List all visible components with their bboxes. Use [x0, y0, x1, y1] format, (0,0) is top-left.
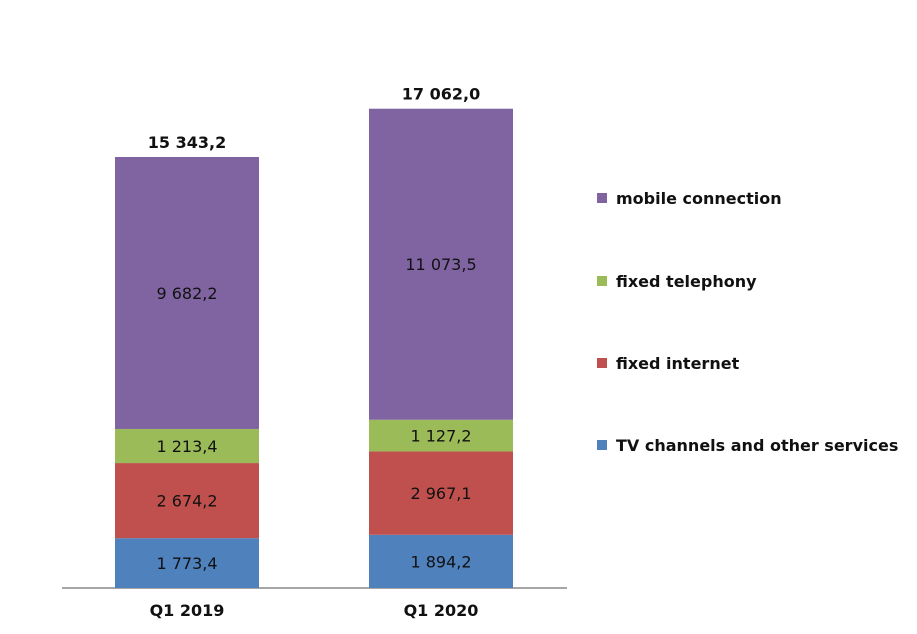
data-label: 11 073,5: [405, 255, 476, 274]
x-tick-label: Q1 2019: [150, 601, 225, 620]
legend-label: TV channels and other services: [616, 436, 898, 455]
total-label: 15 343,2: [148, 133, 226, 152]
legend-swatch: [597, 358, 607, 368]
data-label: 2 674,2: [156, 492, 217, 511]
data-label: 1 773,4: [156, 554, 217, 573]
bar-segment: [369, 534, 513, 588]
legend-label: mobile connection: [616, 189, 782, 208]
data-label: 1 894,2: [410, 552, 471, 571]
legend-label: fixed telephony: [616, 272, 757, 291]
bar-segment: [369, 419, 513, 452]
total-label: 17 062,0: [402, 85, 480, 104]
bar-segment: [115, 157, 259, 429]
data-label: 2 967,1: [410, 484, 471, 503]
bar-segment: [369, 108, 513, 420]
bar-segment: [115, 463, 259, 539]
x-tick-label: Q1 2020: [404, 601, 479, 620]
data-label: 1 127,2: [410, 427, 471, 446]
legend-swatch: [597, 440, 607, 450]
legend-label: fixed internet: [616, 354, 740, 373]
data-label: 9 682,2: [156, 284, 217, 303]
bar-segment: [369, 451, 513, 535]
bar-segment: [115, 538, 259, 588]
bar-segment: [115, 428, 259, 464]
data-label: 1 213,4: [156, 437, 217, 456]
legend-swatch: [597, 193, 607, 203]
legend-swatch: [597, 276, 607, 286]
